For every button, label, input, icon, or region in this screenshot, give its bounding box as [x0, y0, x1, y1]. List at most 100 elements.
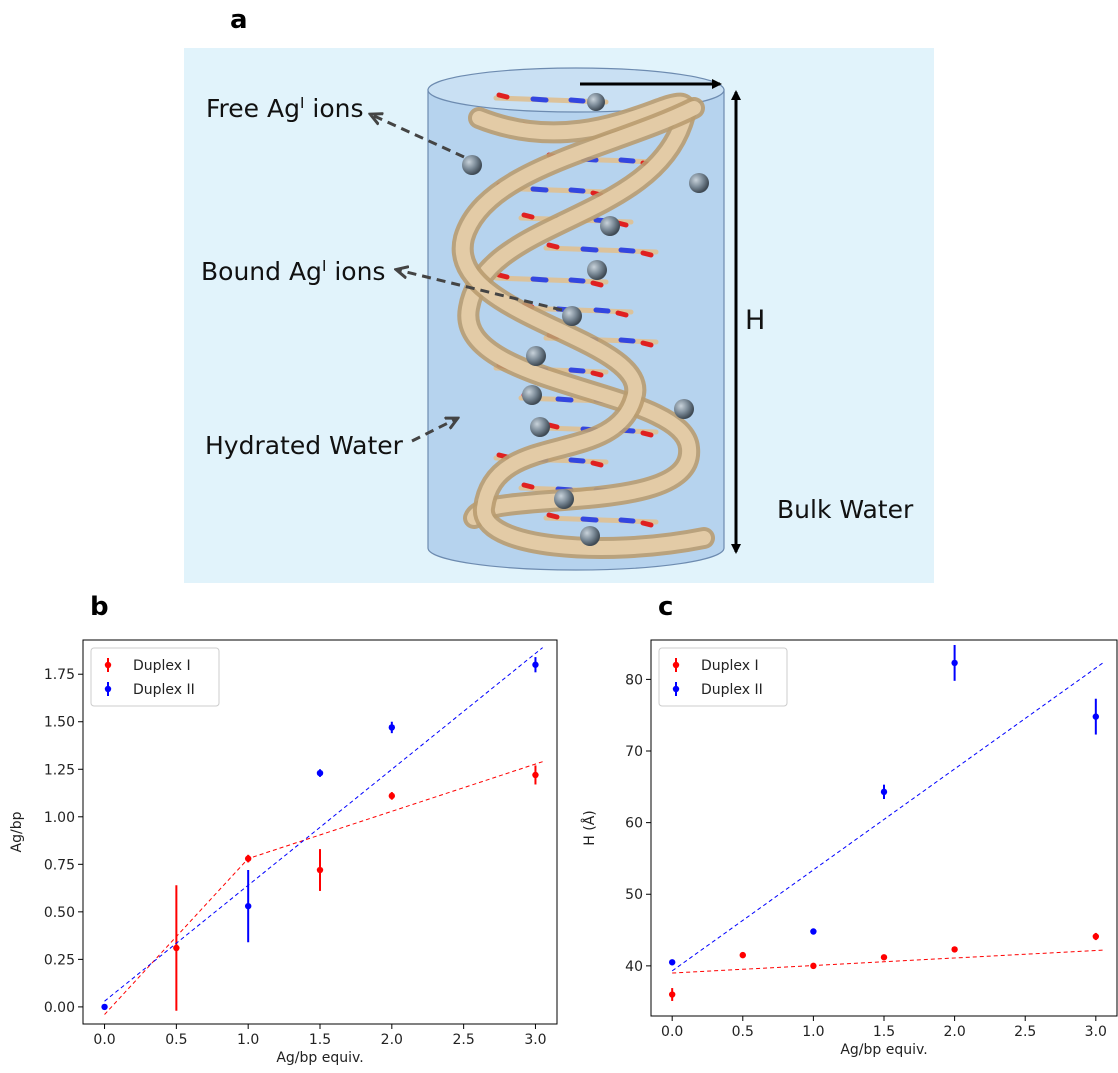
nitrogen-atom-pair	[580, 246, 599, 253]
ion-free-1	[462, 155, 482, 175]
ion-bound-8	[554, 489, 574, 509]
nitrogen-atom-pair	[568, 457, 586, 464]
ion-free-3	[674, 399, 694, 419]
data-point	[668, 959, 676, 966]
x-tick-label: 3.0	[1085, 1024, 1107, 1040]
data-point	[1092, 933, 1100, 940]
nitrogen-atom-pair	[618, 337, 636, 344]
ion-bound-7	[530, 417, 550, 437]
nitrogen-atom-pair	[568, 97, 586, 104]
hydrated-water-pointer	[411, 419, 456, 443]
nitrogen-atom-pair	[580, 516, 599, 523]
data-point	[739, 951, 746, 959]
free-ion-pointer	[372, 115, 465, 159]
x-tick-label: 0.5	[732, 1024, 754, 1040]
dna-schematic: Free AgI ions Bound AgI ions Hydrated Wa…	[184, 48, 934, 583]
panel-b-letter: b	[90, 592, 109, 622]
legend-marker-dot	[104, 661, 112, 669]
data-point	[1092, 713, 1100, 720]
y-tick-label: 1.00	[44, 810, 75, 826]
oxygen-atom	[640, 520, 654, 528]
legend-label: Duplex I	[133, 658, 191, 674]
silver-ions	[462, 93, 709, 546]
panel-a-letter: a	[230, 5, 248, 35]
nitrogen-atom-pair	[593, 307, 611, 314]
data-point	[316, 769, 324, 777]
bulk-water-label: Bulk Water	[777, 495, 914, 524]
data-point	[173, 944, 180, 952]
data-point	[810, 928, 817, 935]
y-tick-label: 60	[625, 816, 643, 832]
nitrogen-atom-pair	[530, 276, 549, 283]
y-axis-label: H (Å)	[581, 810, 598, 845]
data-point	[810, 962, 817, 970]
oxygen-atom	[496, 272, 510, 280]
fit-line-2	[671, 662, 1104, 972]
oxygen-atom	[521, 482, 535, 490]
nitrogen-atom-pair	[568, 187, 586, 194]
ion-bound-4	[562, 306, 582, 326]
ion-bound-3	[587, 260, 607, 280]
x-tick-label: 0.5	[165, 1032, 187, 1048]
oxygen-atom	[496, 92, 510, 100]
legend-label: Duplex II	[701, 682, 763, 698]
dna-helix	[451, 92, 715, 559]
data-point	[101, 1003, 108, 1011]
y-tick-label: 80	[625, 672, 643, 688]
nitrogen-atom-pair	[618, 157, 636, 164]
y-tick-label: 50	[625, 887, 643, 903]
legend-marker-dot	[104, 685, 112, 693]
data-point	[316, 866, 324, 874]
data-point	[880, 788, 888, 796]
data-point	[244, 902, 252, 910]
x-tick-label: 1.5	[873, 1024, 895, 1040]
y-tick-label: 70	[625, 744, 643, 760]
ion-bound-9	[580, 526, 600, 546]
panel-c-letter: c	[658, 592, 674, 622]
x-tick-label: 2.0	[381, 1032, 403, 1048]
legend-marker-dot	[672, 685, 680, 693]
nitrogen-atom-pair	[568, 277, 586, 284]
oxygen-atom	[590, 280, 604, 288]
bound-ion-pointer	[398, 270, 563, 312]
x-tick-label: 3.0	[524, 1032, 546, 1048]
y-tick-label: 1.25	[44, 762, 75, 778]
y-tick-label: 0.00	[44, 1000, 75, 1016]
fit-line-1	[672, 949, 1103, 974]
ion-free-2	[689, 173, 709, 193]
legend-marker-dot	[672, 661, 680, 669]
x-tick-label: 2.5	[453, 1032, 475, 1048]
oxygen-atom	[640, 430, 654, 438]
ion-bound-1	[587, 93, 605, 111]
x-tick-label: 0.0	[661, 1024, 683, 1040]
data-point	[951, 946, 958, 953]
nitrogen-atom-pair	[530, 186, 549, 193]
y-axis-label: Ag/bp	[9, 811, 25, 852]
x-tick-label: 0.0	[93, 1032, 115, 1048]
chart-b: 0.0 0.5 1.0 1.5 2.0 2.5 3.0 0.00 0.25 0.50 0.75 1.0…	[9, 639, 558, 1066]
oxygen-atom	[590, 460, 604, 468]
base-pair-rung	[543, 245, 659, 255]
data-point	[532, 661, 539, 668]
ion-bound-6	[522, 385, 542, 405]
data-point	[951, 659, 958, 667]
x-tick-label: 1.0	[237, 1032, 259, 1048]
oxygen-atom	[546, 242, 560, 250]
height-label: H	[745, 305, 765, 336]
oxygen-atom	[590, 370, 604, 378]
oxygen-atom	[640, 340, 654, 348]
bound-ions-label: Bound AgI ions	[201, 257, 385, 286]
x-axis-label: Ag/bp equiv.	[276, 1050, 363, 1066]
fit-line-2	[104, 647, 543, 1002]
data-point	[388, 792, 396, 800]
legend-box	[90, 647, 220, 707]
legend-label: Duplex II	[133, 682, 195, 698]
nitrogen-atom-pair	[618, 517, 636, 524]
hydrated-water-label: Hydrated Water	[205, 431, 404, 460]
nitrogen-atom-pair	[618, 247, 636, 254]
chart-c: 0.0 0.5 1.0 1.5 2.0 2.5 3.0 40 50 60 70 80 Ag/bp equ…	[581, 639, 1118, 1058]
legend-box	[658, 647, 788, 707]
free-ions-label: Free AgI ions	[206, 94, 363, 123]
x-axis-label: Ag/bp equiv.	[840, 1042, 927, 1058]
base-pair-rung	[493, 275, 609, 285]
